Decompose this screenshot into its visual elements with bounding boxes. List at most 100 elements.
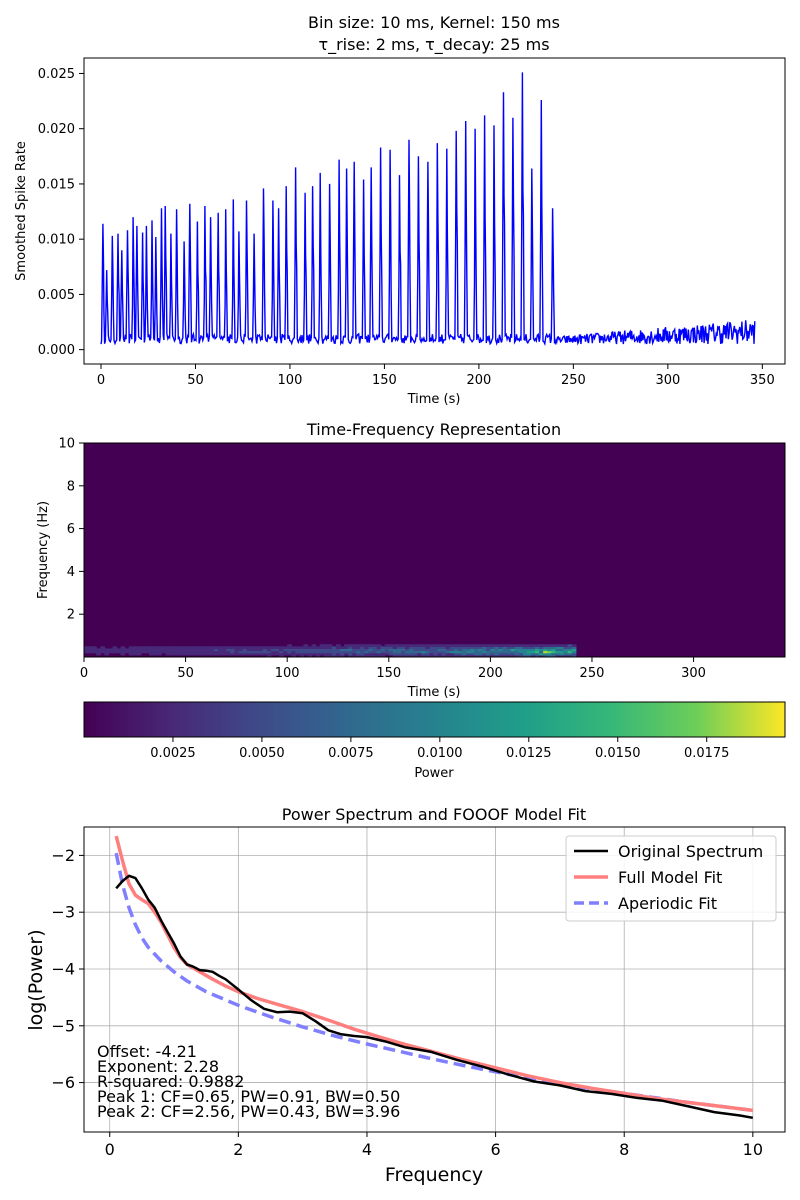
- colorbar-tick-label: 0.0175: [684, 746, 730, 761]
- heatmap-cell: [275, 648, 280, 652]
- heatmap-cell: [571, 648, 577, 652]
- heatmap-cell: [157, 650, 162, 654]
- heatmap-cell: [376, 652, 382, 656]
- heatmap-cell: [518, 646, 524, 649]
- heatmap-cell: [514, 644, 520, 647]
- heatmap-cell: [474, 644, 479, 647]
- heatmap-cell: [323, 652, 329, 656]
- heatmap-cell: [368, 644, 374, 647]
- heatmap-cell: [543, 644, 548, 647]
- x-tick-label: 100: [278, 373, 303, 388]
- heatmap-cell: [112, 646, 118, 649]
- fooof-legend: Original Spectrum Full Model Fit Aperiod…: [565, 835, 777, 922]
- heatmap-cell: [527, 652, 532, 656]
- heatmap-cell: [506, 650, 512, 654]
- heatmap-cell: [396, 652, 402, 656]
- heatmap-cell: [311, 646, 317, 649]
- heatmap-cell: [563, 654, 569, 657]
- heatmap-cell: [287, 648, 292, 652]
- heatmap-cell: [490, 652, 496, 656]
- x-tick-label: 150: [376, 666, 401, 681]
- heatmap-cell: [327, 654, 333, 657]
- heatmap-cell: [323, 646, 329, 649]
- heatmap-cell: [437, 654, 443, 657]
- heatmap-cell: [510, 652, 516, 656]
- x-tick-label: 8: [619, 1140, 629, 1159]
- heatmap-cell: [299, 650, 305, 654]
- heatmap-cell: [445, 652, 451, 656]
- colorbar-ticks: 0.0025 0.0050 0.0075 0.0100 0.0125 0.0150 0.01…: [150, 737, 729, 761]
- heatmap-cell: [535, 652, 540, 656]
- heatmap-cell: [388, 650, 394, 654]
- fooof-title: Power Spectrum and FOOOF Model Fit: [282, 805, 586, 824]
- fooof-annotation: Offset: -4.21 Exponent: 2.28 R-squared: …: [97, 1042, 400, 1121]
- heatmap-cell: [262, 652, 268, 656]
- x-tick-label: 0: [97, 373, 105, 388]
- heatmap-cell: [372, 652, 378, 656]
- x-tick-label: 250: [561, 373, 586, 388]
- heatmap-cell: [165, 646, 170, 649]
- x-tick-label: 4: [362, 1140, 372, 1159]
- heatmap-cell: [535, 644, 540, 647]
- heatmap-cell: [380, 650, 386, 654]
- heatmap-cell: [177, 650, 183, 654]
- heatmap-cell: [230, 650, 235, 654]
- heatmap-cell: [474, 654, 479, 657]
- heatmap-cell: [413, 644, 418, 647]
- heatmap-cell: [189, 648, 195, 652]
- heatmap-cell: [539, 648, 544, 652]
- heatmap-cell: [551, 654, 556, 657]
- heatmap-cell: [547, 644, 552, 647]
- heatmap-cell: [230, 648, 235, 652]
- heatmap-cell: [547, 648, 552, 652]
- heatmap-cell: [291, 648, 296, 652]
- heatmap-cell: [108, 648, 114, 652]
- heatmap-cell: [543, 648, 548, 652]
- heatmap-cell: [104, 648, 109, 652]
- heatmap-cell: [88, 646, 93, 649]
- heatmap-cell: [449, 650, 455, 654]
- heatmap-cell: [112, 650, 118, 654]
- heatmap-cell: [506, 644, 512, 647]
- heatmap-cell: [84, 650, 89, 654]
- heatmap-cell: [482, 650, 487, 654]
- heatmap-cell: [279, 650, 284, 654]
- heatmap-cell: [275, 646, 280, 649]
- heatmap-cell: [413, 654, 418, 657]
- heatmap-cell: [559, 654, 565, 657]
- heatmap-cell: [226, 646, 231, 649]
- heatmap-cell: [319, 650, 325, 654]
- colorbar-tick-label: 0.0075: [328, 746, 374, 761]
- heatmap-cell: [364, 652, 370, 656]
- heatmap-cell: [388, 646, 394, 649]
- heatmap-cell: [165, 652, 170, 656]
- heatmap-cell: [478, 652, 483, 656]
- heatmap-cell: [433, 648, 439, 652]
- colorbar-tick-label: 0.0050: [239, 746, 285, 761]
- heatmap-cell: [185, 648, 191, 652]
- heatmap-cell: [461, 652, 467, 656]
- heatmap-cell: [518, 652, 524, 656]
- heatmap-cell: [498, 646, 504, 649]
- y-tick-label: −6: [51, 1073, 75, 1092]
- annotation-peak1: Peak 1: CF=0.65, PW=0.91, BW=0.50: [97, 1087, 400, 1106]
- heatmap-cell: [161, 648, 166, 652]
- heatmap-cell: [226, 648, 231, 652]
- y-tick-label: −5: [51, 1016, 75, 1035]
- heatmap-cell: [153, 646, 158, 649]
- heatmap-cell: [149, 648, 154, 652]
- heatmap-cell: [384, 650, 390, 654]
- heatmap-cell: [498, 648, 504, 652]
- heatmap-cell: [165, 650, 170, 654]
- heatmap-cell: [498, 652, 504, 656]
- heatmap-cell: [368, 650, 374, 654]
- heatmap-cell: [429, 654, 435, 657]
- heatmap-cell: [527, 654, 532, 657]
- heatmap-cell: [364, 644, 370, 647]
- y-tick-label: 4: [67, 565, 75, 580]
- heatmap-cell: [384, 646, 390, 649]
- heatmap-cell: [392, 654, 398, 657]
- heatmap-cell: [364, 650, 370, 654]
- legend-label-original: Original Spectrum: [618, 842, 763, 861]
- heatmap-cell: [161, 650, 166, 654]
